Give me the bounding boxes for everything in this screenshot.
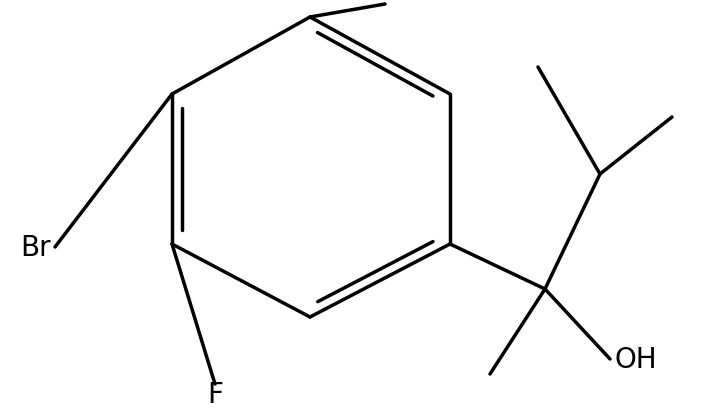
Text: OH: OH xyxy=(614,345,656,373)
Text: Br: Br xyxy=(20,234,51,261)
Text: F: F xyxy=(207,380,223,408)
